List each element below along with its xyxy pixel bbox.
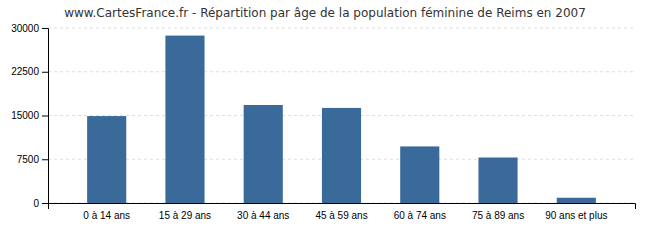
y-axis: 0 7500 15000 22500 30000 <box>11 23 48 209</box>
grid-line <box>48 71 635 72</box>
chart: 0 7500 15000 22500 30000 0 à 14 ans 15 à 29 an… <box>0 0 650 229</box>
bar <box>87 116 126 203</box>
x-tick: 45 à 59 ans <box>315 210 367 221</box>
x-tick-label: 60 à 74 ans <box>394 210 446 221</box>
bars <box>87 36 596 203</box>
bar <box>557 198 596 203</box>
y-axis-line <box>42 29 49 204</box>
y-tick-label: 22500 <box>11 66 39 77</box>
x-tick-label: 15 à 29 ans <box>159 210 211 221</box>
x-tick: 90 ans et plus <box>545 210 607 221</box>
y-tick-mark <box>42 203 48 204</box>
y-tick-label: 0 <box>33 198 39 209</box>
x-tick: 60 à 74 ans <box>394 210 446 221</box>
x-tick-label: 90 ans et plus <box>545 210 607 221</box>
y-tick: 7500 <box>17 154 48 165</box>
y-tick-label: 30000 <box>11 23 39 34</box>
bar <box>322 108 361 203</box>
x-tick-label: 75 à 89 ans <box>472 210 524 221</box>
bar <box>165 36 204 203</box>
y-tick-label: 7500 <box>17 154 40 165</box>
x-tick-label: 45 à 59 ans <box>315 210 367 221</box>
x-axis: 0 à 14 ans 15 à 29 ans 30 à 44 ans 45 à 59 … <box>49 204 636 222</box>
plot: 0 7500 15000 22500 30000 0 à 14 ans 15 à 29 an… <box>11 23 635 221</box>
x-tick-label: 30 à 44 ans <box>237 210 289 221</box>
x-axis-line <box>49 204 636 210</box>
x-tick: 75 à 89 ans <box>472 210 524 221</box>
grid-line <box>48 28 635 29</box>
y-tick: 15000 <box>11 110 48 121</box>
bar <box>478 158 517 204</box>
y-tick-label: 15000 <box>11 110 39 121</box>
y-tick-mark <box>42 159 48 160</box>
title: www.CartesFrance.fr - Répartition par âg… <box>64 6 586 20</box>
y-tick: 30000 <box>11 23 48 34</box>
grid <box>48 28 635 203</box>
bar <box>244 105 283 203</box>
y-tick-mark <box>42 116 48 117</box>
x-tick: 0 à 14 ans <box>83 210 130 221</box>
y-tick-mark <box>42 72 48 73</box>
bar <box>400 146 439 203</box>
x-tick: 30 à 44 ans <box>237 210 289 221</box>
y-tick: 22500 <box>11 66 48 77</box>
y-tick: 0 <box>33 198 48 209</box>
x-tick: 15 à 29 ans <box>159 210 211 221</box>
y-tick-mark <box>42 28 48 29</box>
x-tick-label: 0 à 14 ans <box>83 210 130 221</box>
